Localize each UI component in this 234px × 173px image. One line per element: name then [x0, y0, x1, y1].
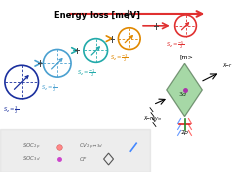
Bar: [0, 129, 150, 172]
Text: $X\!\!-\!\!r$: $X\!\!-\!\!r$: [222, 61, 233, 69]
Text: $S_z=\!\frac{-1}{2}$: $S_z=\!\frac{-1}{2}$: [77, 67, 95, 79]
Text: [m>: [m>: [180, 54, 193, 59]
Polygon shape: [167, 63, 202, 117]
Text: $2p$: $2p$: [180, 128, 189, 137]
Text: $CF$: $CF$: [79, 155, 88, 163]
Text: $CV_{2p\leftrightarrow3d}$: $CV_{2p\leftrightarrow3d}$: [79, 142, 103, 152]
Text: $X\!\!-\!\!ray_{in}$: $X\!\!-\!\!ray_{in}$: [143, 114, 162, 123]
Text: Energy loss [meV]: Energy loss [meV]: [54, 11, 140, 20]
Text: $S_z=\!\frac{-3}{2}$: $S_z=\!\frac{-3}{2}$: [110, 52, 128, 64]
Text: $S_z=\frac{1}{2}$: $S_z=\frac{1}{2}$: [41, 82, 58, 94]
Text: $S_z=\frac{3}{2}$: $S_z=\frac{3}{2}$: [3, 105, 19, 116]
Text: $SOC_{3d}$: $SOC_{3d}$: [22, 155, 40, 163]
Text: $S_z=\!\frac{-5}{2}$: $S_z=\!\frac{-5}{2}$: [166, 40, 184, 51]
Text: $SOC_{2p}$: $SOC_{2p}$: [22, 142, 40, 152]
Text: $3d$: $3d$: [178, 90, 187, 98]
